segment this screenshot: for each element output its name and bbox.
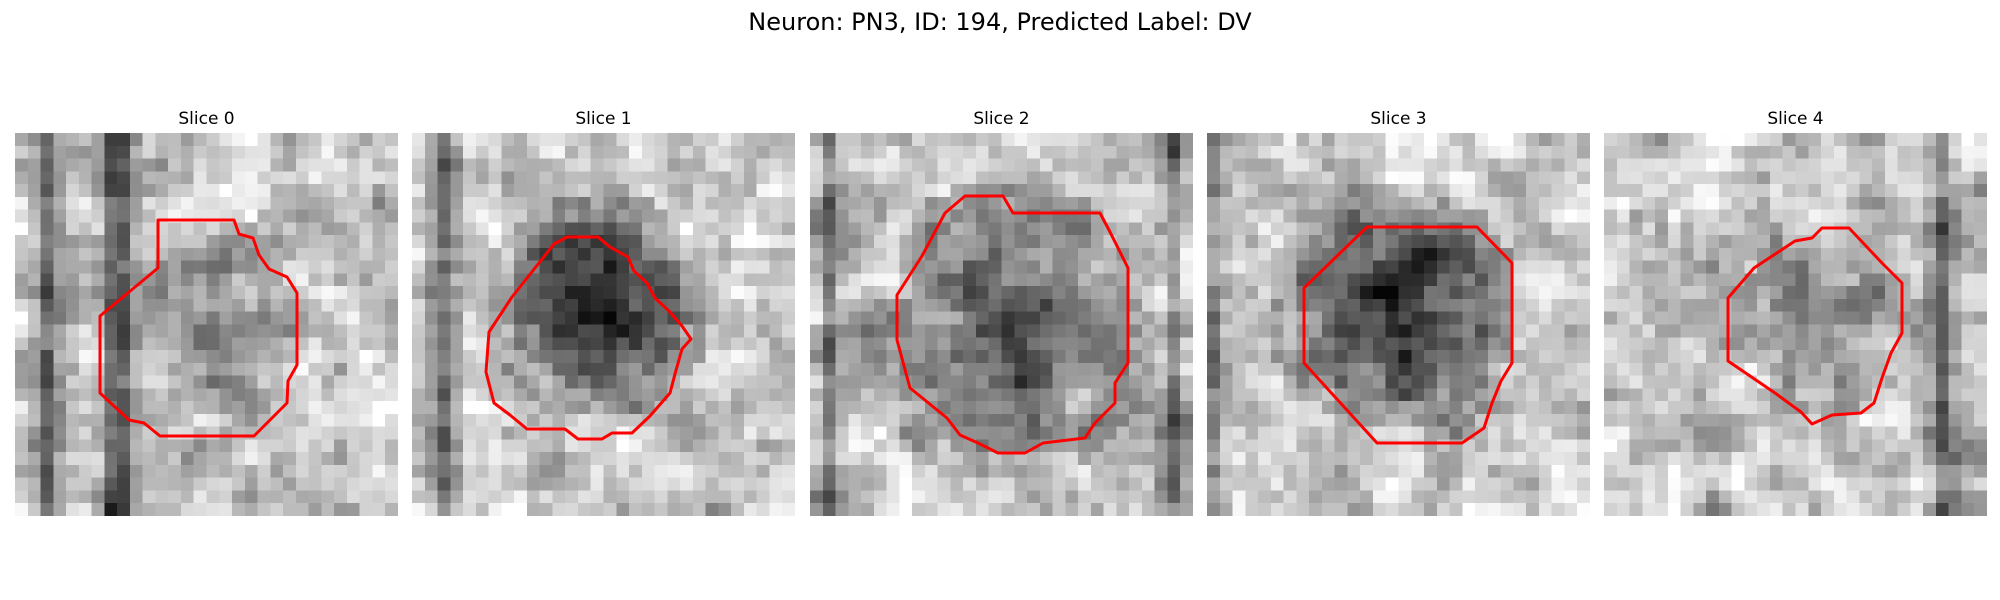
slice-title: Slice 0 xyxy=(178,109,235,129)
red-contour-overlay xyxy=(98,218,299,438)
grayscale-microscopy-image xyxy=(1207,133,1590,516)
slice-title: Slice 4 xyxy=(1767,109,1824,129)
slice-panel-1: Slice 1 xyxy=(412,106,795,516)
figure-title: Neuron: PN3, ID: 194, Predicted Label: D… xyxy=(748,8,1252,36)
grayscale-microscopy-image xyxy=(1604,133,1987,516)
slice-panel-2: Slice 2 xyxy=(810,106,1193,516)
slice-image-frame xyxy=(15,133,398,516)
red-contour-overlay xyxy=(1302,225,1514,445)
red-contour xyxy=(895,194,1130,455)
slice-title: Slice 2 xyxy=(973,109,1030,129)
grayscale-microscopy-image xyxy=(15,133,398,516)
slice-image-frame xyxy=(810,133,1193,516)
red-contour-overlay xyxy=(484,235,693,441)
red-contour xyxy=(1726,226,1904,426)
slice-image-frame xyxy=(1604,133,1987,516)
red-contour xyxy=(98,218,299,438)
red-contour xyxy=(1302,225,1514,445)
slice-title: Slice 1 xyxy=(575,109,632,129)
red-contour xyxy=(484,235,693,441)
slice-panel-4: Slice 4 xyxy=(1604,106,1987,516)
slice-image-frame xyxy=(412,133,795,516)
slice-title: Slice 3 xyxy=(1370,109,1427,129)
slice-panel-3: Slice 3 xyxy=(1207,106,1590,516)
grayscale-microscopy-image xyxy=(412,133,795,516)
red-contour-overlay xyxy=(895,194,1130,455)
slice-image-frame xyxy=(1207,133,1590,516)
slice-panel-0: Slice 0 xyxy=(15,106,398,516)
red-contour-overlay xyxy=(1726,226,1904,426)
